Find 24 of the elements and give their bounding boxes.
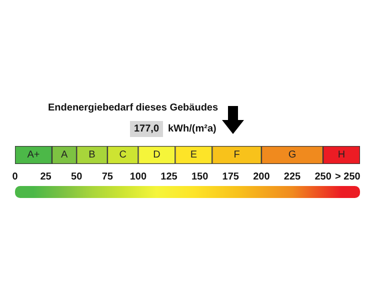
text: 177,0 bbox=[134, 124, 160, 134]
series-label: C bbox=[119, 150, 126, 160]
x-tick-label: 125 bbox=[160, 172, 178, 182]
x-tick-label: > 250 bbox=[335, 172, 361, 182]
x-axis-title: kWh/(m²a) bbox=[168, 124, 216, 134]
x-tick-label: 200 bbox=[253, 172, 270, 182]
series-label: E bbox=[190, 150, 198, 160]
series-label: A+ bbox=[27, 150, 40, 160]
series-label: D bbox=[153, 150, 160, 160]
x-tick-label: 225 bbox=[284, 172, 302, 182]
x-tick-label: 50 bbox=[71, 172, 83, 182]
x-tick-label: 150 bbox=[191, 172, 209, 182]
x-tick-label: 250 bbox=[314, 172, 332, 182]
x-tick-label: 175 bbox=[222, 172, 240, 182]
x-tick-label: 75 bbox=[102, 172, 114, 182]
series-label: B bbox=[88, 150, 96, 160]
x-tick-label: 0 bbox=[12, 172, 18, 182]
series-label: F bbox=[234, 150, 240, 160]
series-label: A bbox=[60, 150, 68, 160]
x-tick-label: 25 bbox=[40, 172, 52, 182]
series-label: G bbox=[288, 150, 296, 160]
chart-title: Endenergiebedarf dieses Gebäudes bbox=[48, 102, 218, 114]
series-label: H bbox=[338, 150, 346, 160]
x-tick-label: 100 bbox=[130, 172, 147, 182]
